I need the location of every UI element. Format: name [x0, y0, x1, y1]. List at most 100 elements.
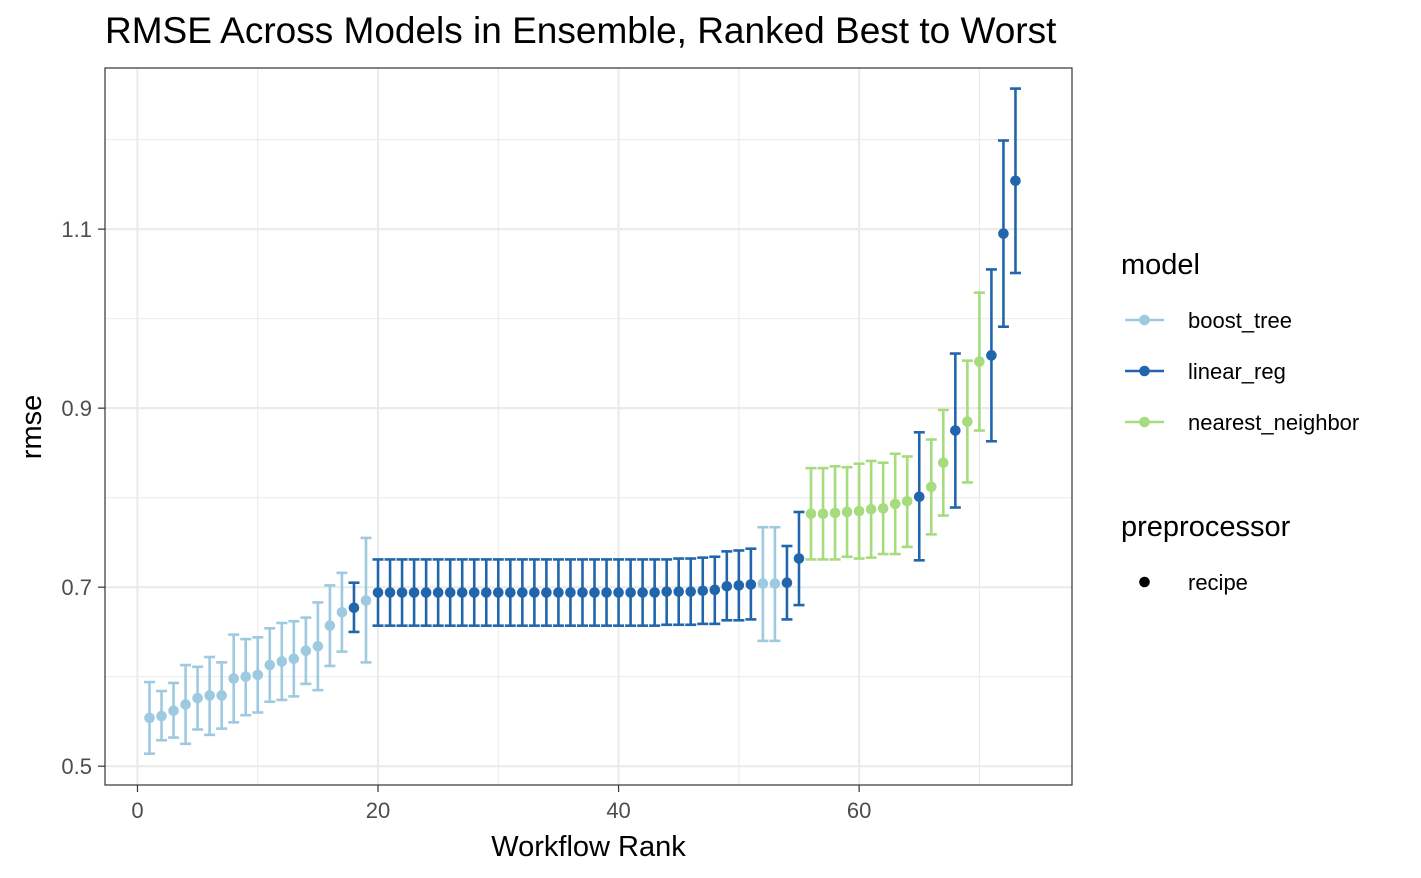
data-point: [216, 690, 227, 701]
data-point: [336, 606, 348, 618]
data-point: [180, 699, 191, 710]
data-point: [950, 425, 961, 436]
data-point: [745, 579, 757, 590]
data-point: [853, 505, 865, 517]
chart-title: RMSE Across Models in Ensemble, Ranked B…: [105, 10, 1057, 51]
data-point: [565, 587, 576, 598]
data-point: [420, 587, 432, 598]
data-point: [288, 653, 300, 665]
data-point: [733, 580, 745, 591]
data-point: [517, 587, 528, 598]
data-point: [456, 587, 468, 598]
data-point: [901, 495, 913, 507]
data-point: [492, 587, 504, 598]
data-point: [300, 645, 312, 657]
data-point: [396, 587, 408, 598]
data-point: [601, 587, 612, 598]
data-point: [829, 507, 841, 519]
data-point: [938, 457, 949, 469]
data-point: [962, 416, 973, 427]
data-point: [468, 587, 480, 598]
data-point: [264, 659, 276, 671]
data-point: [889, 498, 901, 510]
data-point: [156, 710, 167, 722]
data-point: [805, 508, 817, 520]
legend-point: [1139, 314, 1150, 326]
legend-entry-linear-reg: linear_reg: [1125, 359, 1286, 384]
data-point: [348, 602, 360, 614]
x-tick-label: 40: [606, 798, 630, 823]
plot-panel: [104, 67, 1073, 786]
legend-label: recipe: [1188, 570, 1248, 595]
legend-entry-recipe: recipe: [1139, 570, 1248, 595]
data-point: [781, 577, 793, 589]
data-point: [529, 587, 540, 598]
data-point: [673, 586, 685, 597]
data-point: [505, 587, 516, 598]
data-point: [312, 640, 324, 652]
data-point: [841, 506, 853, 518]
x-axis: 0 20 40 60: [131, 785, 871, 823]
x-tick-label: 20: [366, 798, 390, 823]
data-point: [408, 587, 420, 598]
data-point: [649, 587, 660, 598]
data-point: [877, 503, 889, 514]
data-point: [252, 669, 264, 681]
data-point: [324, 620, 336, 631]
data-point: [769, 578, 781, 589]
data-point: [444, 587, 456, 598]
data-point: [925, 481, 937, 493]
data-points: [144, 175, 1021, 724]
legend-label: boost_tree: [1188, 308, 1292, 333]
data-point: [661, 586, 672, 597]
data-point: [986, 350, 997, 361]
y-tick-label: 0.9: [61, 396, 92, 421]
data-point: [577, 587, 588, 598]
legend-entry-boost-tree: boost_tree: [1125, 308, 1292, 333]
data-point: [553, 587, 564, 598]
legend-point: [1139, 365, 1150, 377]
data-point: [372, 587, 384, 598]
x-tick-label: 60: [847, 798, 871, 823]
legend: model boost_tree linear_reg nearest_neighb…: [1121, 249, 1359, 595]
data-point: [757, 578, 769, 589]
data-point: [360, 595, 372, 606]
data-point: [432, 587, 444, 598]
data-point: [913, 491, 925, 503]
data-point: [480, 587, 492, 598]
y-tick-label: 1.1: [61, 217, 92, 242]
data-point: [541, 587, 552, 598]
legend-entry-nearest-neighbor: nearest_neighbor: [1125, 410, 1359, 435]
data-point: [998, 228, 1009, 239]
data-point: [697, 585, 709, 597]
legend-title-preprocessor: preprocessor: [1121, 511, 1291, 543]
data-point: [709, 584, 721, 596]
data-point: [192, 692, 203, 704]
data-point: [276, 656, 288, 667]
legend-point: [1139, 416, 1150, 428]
y-axis-title: rmse: [16, 395, 48, 459]
data-point: [685, 586, 697, 597]
legend-model-entries: boost_tree linear_reg nearest_neighbor: [1125, 308, 1359, 435]
legend-preprocessor-entries: recipe: [1139, 570, 1248, 595]
data-point: [974, 356, 985, 367]
legend-label: linear_reg: [1188, 359, 1286, 384]
y-tick-label: 0.7: [61, 575, 92, 600]
legend-label: nearest_neighbor: [1188, 410, 1359, 435]
panel-border: [104, 67, 1073, 786]
data-point: [144, 712, 155, 724]
data-point: [384, 587, 396, 598]
x-axis-title: Workflow Rank: [491, 831, 686, 863]
y-tick-label: 0.5: [61, 754, 92, 779]
legend-title-model: model: [1121, 249, 1200, 281]
data-point: [625, 587, 636, 598]
data-point: [168, 705, 179, 717]
data-point: [1010, 175, 1021, 187]
major-gridlines: [105, 68, 1072, 785]
y-axis: 0.5 0.7 0.9 1.1: [61, 217, 105, 779]
data-point: [865, 503, 877, 515]
data-point: [817, 508, 829, 520]
data-point: [228, 673, 239, 684]
data-point: [637, 587, 648, 598]
